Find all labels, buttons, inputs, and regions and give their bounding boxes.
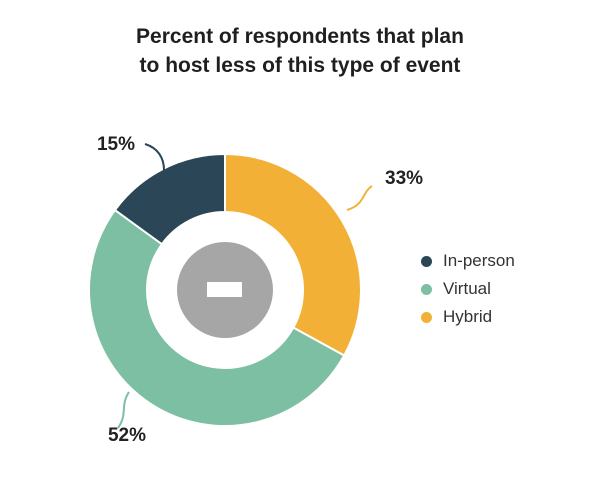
- data-label-in-person: 15%: [97, 134, 135, 155]
- leader-line-in-person: [144, 143, 165, 171]
- chart-title-line-1: Percent of respondents that plan: [136, 25, 464, 48]
- legend-label-hybrid: Hybrid: [443, 307, 493, 326]
- leader-line-virtual: [117, 391, 130, 429]
- legend-item-virtual: Virtual: [421, 275, 515, 303]
- donut-slices: [88, 152, 362, 427]
- legend-item-in-person: In-person: [421, 247, 515, 275]
- legend-swatch-in-person: [421, 255, 432, 267]
- legend-label-in-person: In-person: [443, 251, 515, 270]
- legend-swatch-virtual: [421, 283, 432, 295]
- slice-in-person: [113, 152, 226, 246]
- legend-label-virtual: Virtual: [443, 279, 491, 298]
- chart-title-line-2: to host less of this type of event: [139, 54, 461, 77]
- data-label-hybrid: 33%: [385, 168, 423, 189]
- legend: In-person Virtual Hybrid: [421, 247, 515, 331]
- data-labels: 33% 52% 15%: [97, 134, 423, 446]
- label-leader-lines: [117, 143, 373, 429]
- minus-icon: [207, 282, 242, 297]
- slice-hybrid: [224, 152, 362, 357]
- slice-virtual: [88, 208, 346, 427]
- legend-swatch-hybrid: [421, 311, 432, 323]
- chart-title: Percent of respondents that plan to host…: [0, 22, 600, 80]
- data-label-virtual: 52%: [108, 425, 146, 446]
- legend-item-hybrid: Hybrid: [421, 303, 515, 331]
- leader-line-hybrid: [346, 185, 373, 211]
